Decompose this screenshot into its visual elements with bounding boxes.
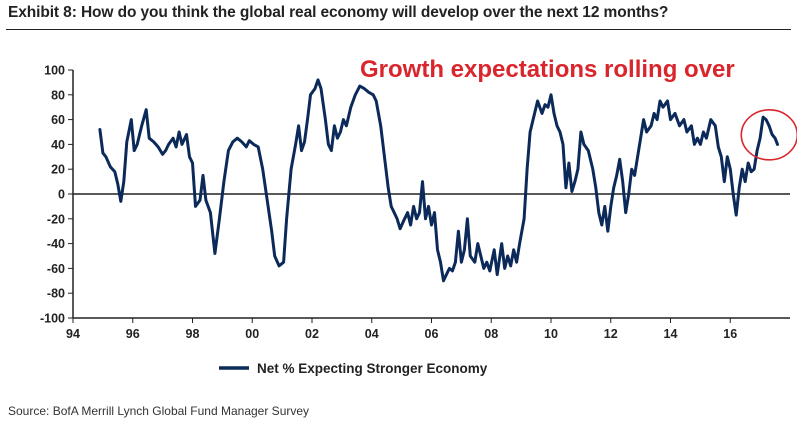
annotation-growth-expectations: Growth expectations rolling over — [360, 56, 735, 83]
x-tick-label: 02 — [305, 327, 319, 341]
y-tick-label: 100 — [44, 64, 65, 78]
x-tick-label: 98 — [186, 327, 200, 341]
x-tick-label: 08 — [484, 327, 498, 341]
x-tick-label: 06 — [425, 327, 439, 341]
source-note: Source: BofA Merrill Lynch Global Fund M… — [8, 404, 310, 418]
y-tick-label: -60 — [47, 262, 65, 276]
callout-circle — [740, 109, 797, 161]
y-tick-label: 80 — [51, 88, 65, 102]
x-tick-label: 00 — [245, 327, 259, 341]
y-tick-label: -20 — [47, 212, 65, 226]
x-tick-label: 12 — [604, 327, 618, 341]
x-tick-label: 94 — [66, 327, 80, 341]
legend-label: Net % Expecting Stronger Economy — [257, 361, 488, 376]
x-axis-ticks: 94 96 98 00 02 04 06 08 10 12 14 16 — [66, 318, 737, 341]
x-tick-label: 10 — [544, 327, 558, 341]
x-tick-label: 96 — [126, 327, 140, 341]
y-axis-ticks: -100 -80 -60 -40 -20 0 20 40 60 80 100 — [40, 64, 73, 326]
x-tick-label: 14 — [664, 327, 678, 341]
y-tick-label: -40 — [47, 237, 65, 251]
y-tick-label: -80 — [47, 287, 65, 301]
x-tick-label: 04 — [365, 327, 379, 341]
y-tick-label: 60 — [51, 113, 65, 127]
y-tick-label: 0 — [58, 188, 65, 202]
chart-title: Exhibit 8: How do you think the global r… — [8, 4, 669, 21]
y-tick-label: 40 — [51, 138, 65, 152]
x-tick-label: 16 — [723, 327, 737, 341]
y-tick-label: -100 — [40, 312, 65, 326]
series-line-net-expecting-stronger — [98, 78, 779, 283]
title-rule — [6, 29, 791, 30]
y-tick-label: 20 — [51, 163, 65, 177]
